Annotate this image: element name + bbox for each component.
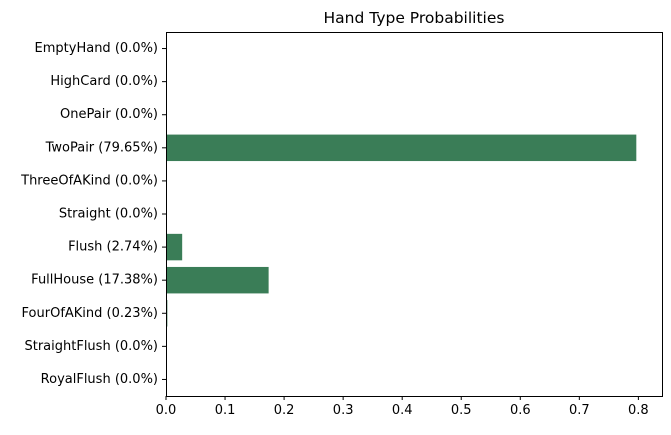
y-tick-label: FullHouse (17.38%) [31, 273, 158, 288]
x-tick-label: 0.0 [156, 403, 177, 418]
bar-6 [166, 233, 183, 261]
y-tick-label: ThreeOfAKind (0.0%) [20, 173, 158, 188]
y-tick-label: EmptyHand (0.0%) [35, 41, 158, 56]
x-tick-label: 0.5 [451, 403, 472, 418]
x-tick-label: 0.1 [215, 403, 236, 418]
x-tick-label: 0.3 [333, 403, 354, 418]
x-tick-label: 0.7 [569, 403, 590, 418]
x-tick-label: 0.4 [392, 403, 413, 418]
x-tick-label: 0.8 [628, 403, 649, 418]
chart-title: Hand Type Probabilities [324, 9, 505, 27]
y-tick-label: TwoPair (79.65%) [45, 140, 158, 155]
x-ticks-group: 0.0 0.1 0.2 0.3 0.4 0.5 0.6 0.7 0.8 [156, 396, 649, 418]
plot-frame [166, 32, 663, 397]
y-tick-label: Flush (2.74%) [68, 240, 158, 255]
x-tick-label: 0.6 [510, 403, 531, 418]
x-tick-label: 0.2 [274, 403, 295, 418]
y-tick-label: RoyalFlush (0.0%) [41, 372, 158, 387]
y-tick-label: HighCard (0.0%) [50, 74, 158, 89]
bar-7 [166, 266, 269, 294]
bars-group [166, 134, 637, 327]
y-tick-label: Straight (0.0%) [59, 207, 158, 222]
y-tick-label: OnePair (0.0%) [60, 107, 158, 122]
y-tick-label: FourOfAKind (0.23%) [22, 306, 158, 321]
y-tick-label: StraightFlush (0.0%) [24, 339, 158, 354]
y-ticks-group: EmptyHand (0.0%) HighCard (0.0%) OnePair (… [20, 41, 166, 387]
bar-3 [166, 134, 637, 162]
